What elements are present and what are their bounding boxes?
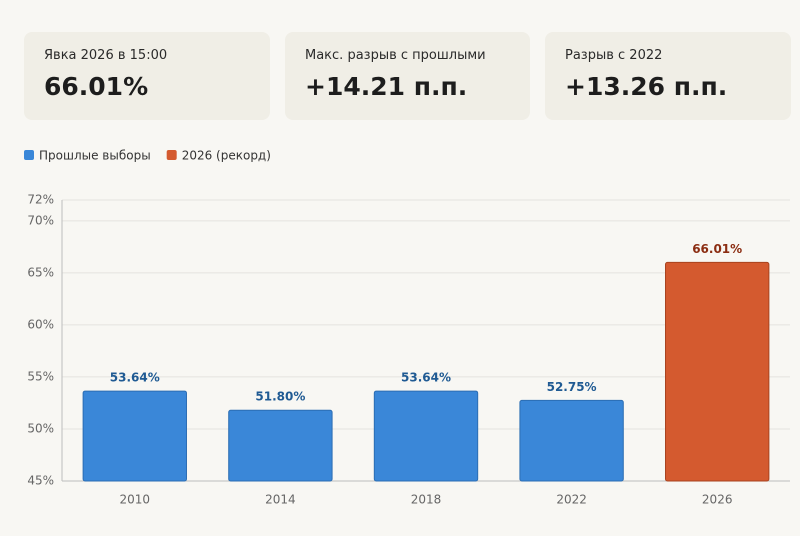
card-value: 66.01% [44,72,149,101]
y-tick-label: 72% [27,193,54,207]
stat-card: Разрыв с 2022 +13.26 п.п. [545,32,791,120]
x-tick-label: 2018 [411,493,442,507]
x-tick-label: 2022 [556,493,587,507]
card-value: +13.26 п.п. [565,72,728,101]
legend-label: 2026 (рекорд) [182,149,271,163]
value-label: 53.64% [110,371,160,385]
bar [82,390,187,482]
card-label: Разрыв с 2022 [565,48,663,63]
card-value: +14.21 п.п. [305,72,468,101]
x-tick-label: 2026 [702,493,733,507]
x-tick-label: 2014 [265,493,296,507]
stat-card: Явка 2026 в 15:00 66.01% [24,32,270,120]
bar [373,390,479,482]
legend-swatch [166,150,177,160]
y-tick-label: 50% [27,421,54,435]
card-label: Явка 2026 в 15:00 [44,48,168,63]
legend-swatch [24,150,34,160]
value-label: 52.75% [547,380,597,394]
bar [519,399,624,482]
legend-label: Прошлые выборы [39,149,151,163]
y-tick-label: 70% [27,213,54,227]
bar [228,409,333,482]
bar [665,261,770,482]
stat-card: Макс. разрыв с прошлыми +14.21 п.п. [285,32,530,120]
y-tick-label: 60% [27,317,54,331]
y-tick-label: 45% [27,474,54,488]
x-tick-label: 2010 [120,493,151,507]
value-label: 53.64% [401,371,451,385]
value-label: 66.01% [692,242,742,256]
y-tick-label: 55% [27,369,54,383]
card-label: Макс. разрыв с прошлыми [305,48,486,63]
y-tick-label: 65% [27,265,54,279]
value-label: 51.80% [255,390,305,404]
